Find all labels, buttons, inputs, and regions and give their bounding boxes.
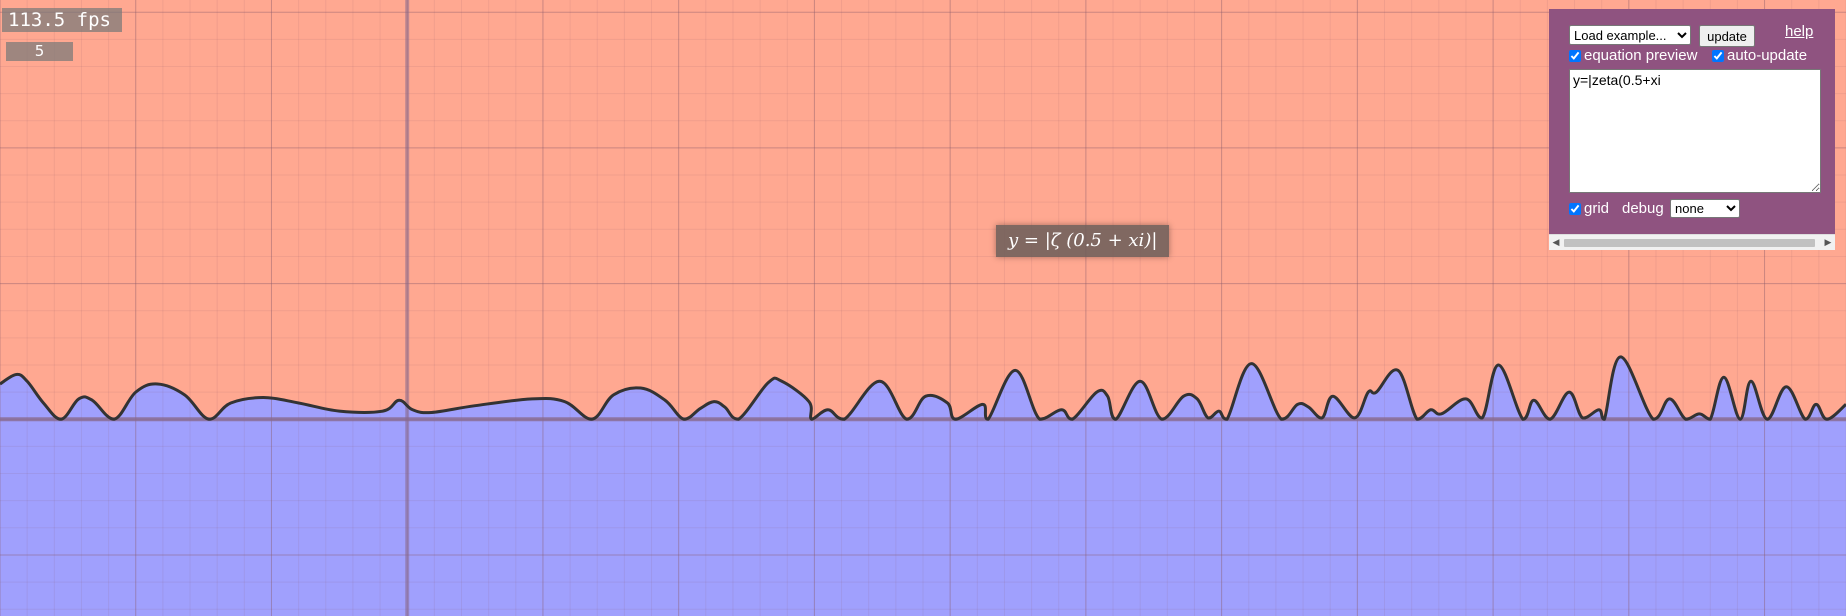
- control-panel: Load example... update help equation pre…: [1549, 9, 1835, 234]
- fps-counter: 113.5 fps: [2, 8, 122, 32]
- debug-label: debug: [1622, 200, 1664, 217]
- scrollbar-thumb[interactable]: [1564, 239, 1815, 247]
- equation-preview-checkbox[interactable]: [1569, 49, 1581, 62]
- equation-preview-overlay: y = |ζ (0.5 + xi)|: [996, 225, 1170, 257]
- stat-readout: 5: [6, 42, 73, 61]
- grid-label: grid: [1584, 200, 1610, 217]
- below-curve-fill: [0, 356, 1846, 616]
- scroll-left-icon[interactable]: ◀: [1552, 237, 1560, 247]
- panel-horizontal-scrollbar[interactable]: ◀ ▶: [1549, 234, 1835, 250]
- grid-checkbox[interactable]: [1569, 202, 1581, 215]
- equation-input[interactable]: [1569, 69, 1821, 193]
- auto-update-label: auto-update: [1727, 47, 1808, 64]
- scroll-right-icon[interactable]: ▶: [1824, 237, 1832, 247]
- help-link[interactable]: help: [1785, 23, 1814, 40]
- function-curve: [0, 355, 1846, 421]
- equation-preview-label: equation preview: [1584, 47, 1698, 64]
- debug-select[interactable]: none: [1670, 199, 1740, 218]
- update-button[interactable]: update: [1699, 25, 1755, 47]
- auto-update-toggle[interactable]: auto-update: [1712, 47, 1807, 64]
- load-example-select[interactable]: Load example...: [1569, 25, 1691, 45]
- grid-toggle[interactable]: grid: [1569, 200, 1609, 217]
- auto-update-checkbox[interactable]: [1712, 49, 1724, 62]
- equation-preview-toggle[interactable]: equation preview: [1569, 47, 1697, 64]
